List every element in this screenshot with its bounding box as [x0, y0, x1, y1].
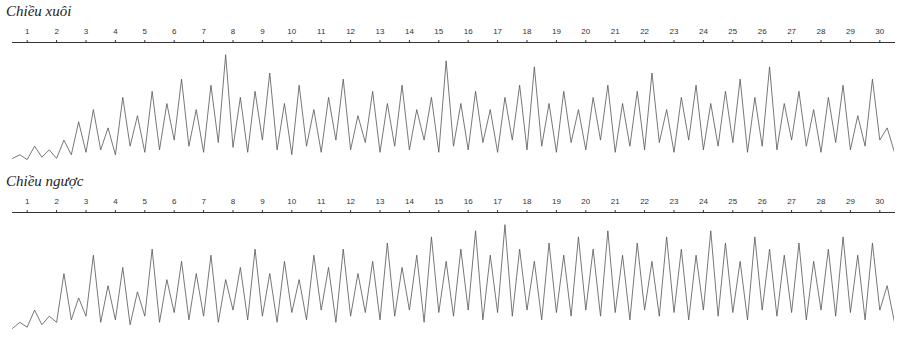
svg-text:14: 14 — [405, 27, 414, 36]
svg-text:8: 8 — [231, 197, 236, 206]
svg-text:15: 15 — [434, 197, 443, 206]
svg-text:23: 23 — [670, 197, 679, 206]
svg-text:9: 9 — [260, 197, 265, 206]
svg-text:20: 20 — [581, 197, 590, 206]
svg-text:22: 22 — [640, 27, 649, 36]
svg-text:1: 1 — [25, 27, 30, 36]
svg-text:16: 16 — [464, 27, 473, 36]
svg-text:10: 10 — [287, 27, 296, 36]
svg-text:14: 14 — [405, 197, 414, 206]
svg-text:25: 25 — [728, 197, 737, 206]
svg-text:15: 15 — [434, 27, 443, 36]
svg-text:20: 20 — [581, 27, 590, 36]
svg-text:16: 16 — [464, 197, 473, 206]
svg-text:6: 6 — [172, 197, 177, 206]
svg-text:12: 12 — [346, 197, 355, 206]
html-text:Chiều xuôi: Chiều xuôi — [6, 3, 72, 19]
svg-text:10: 10 — [287, 197, 296, 206]
svg-text:12: 12 — [346, 27, 355, 36]
svg-text:18: 18 — [523, 197, 532, 206]
svg-text:25: 25 — [728, 27, 737, 36]
svg-text:3: 3 — [84, 197, 89, 206]
svg-text:11: 11 — [317, 197, 326, 206]
svg-text:26: 26 — [758, 197, 767, 206]
svg-text:17: 17 — [493, 27, 502, 36]
svg-text:29: 29 — [846, 27, 855, 36]
svg-text:11: 11 — [317, 27, 326, 36]
svg-text:3: 3 — [84, 27, 89, 36]
svg-text:23: 23 — [670, 27, 679, 36]
svg-text:28: 28 — [817, 27, 826, 36]
svg-text:13: 13 — [376, 197, 385, 206]
svg-text:24: 24 — [699, 27, 708, 36]
svg-text:7: 7 — [201, 197, 206, 206]
svg-text:5: 5 — [143, 197, 148, 206]
svg-text:2: 2 — [54, 27, 59, 36]
svg-text:30: 30 — [875, 197, 884, 206]
svg-text:27: 27 — [787, 197, 796, 206]
svg-text:13: 13 — [376, 27, 385, 36]
svg-text:8: 8 — [231, 27, 236, 36]
svg-text:30: 30 — [875, 27, 884, 36]
svg-text:28: 28 — [817, 197, 826, 206]
svg-text:18: 18 — [523, 27, 532, 36]
svg-text:21: 21 — [611, 197, 620, 206]
svg-text:4: 4 — [113, 27, 118, 36]
svg-text:22: 22 — [640, 197, 649, 206]
svg-text:9: 9 — [260, 27, 265, 36]
svg-text:5: 5 — [143, 27, 148, 36]
svg-text:27: 27 — [787, 27, 796, 36]
svg-text:19: 19 — [552, 27, 561, 36]
html-text:Chiều ngược: Chiều ngược — [6, 173, 84, 189]
svg-text:6: 6 — [172, 27, 177, 36]
svg-text:26: 26 — [758, 27, 767, 36]
svg-text:1: 1 — [25, 197, 30, 206]
svg-text:19: 19 — [552, 197, 561, 206]
svg-text:29: 29 — [846, 197, 855, 206]
svg-text:4: 4 — [113, 197, 118, 206]
svg-text:24: 24 — [699, 197, 708, 206]
svg-text:21: 21 — [611, 27, 620, 36]
svg-text:17: 17 — [493, 197, 502, 206]
svg-text:7: 7 — [201, 27, 206, 36]
svg-text:2: 2 — [54, 197, 59, 206]
